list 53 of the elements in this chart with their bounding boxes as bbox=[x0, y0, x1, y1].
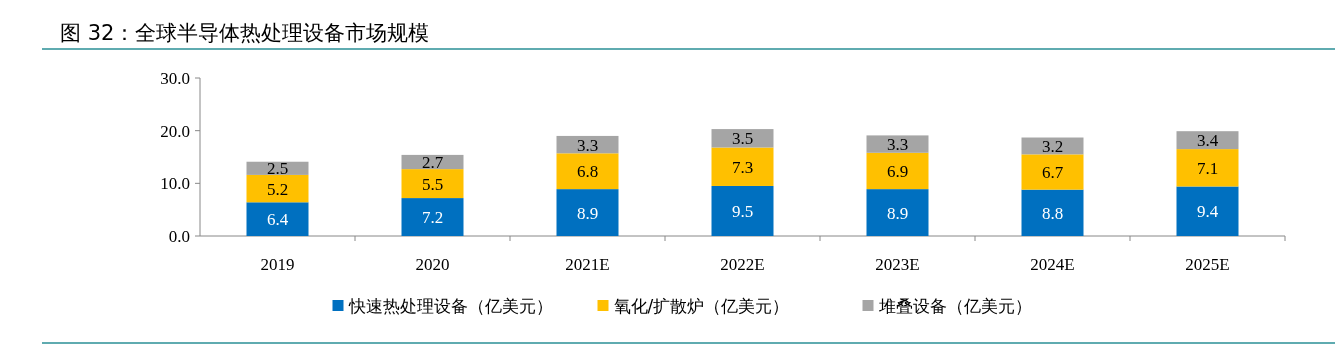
data-label: 5.2 bbox=[266, 179, 289, 199]
x-tick-label: 2023E bbox=[875, 255, 920, 274]
data-label: 7.2 bbox=[421, 208, 444, 228]
data-label: 6.8 bbox=[576, 162, 599, 182]
data-label: 9.5 bbox=[731, 201, 754, 221]
legend-label: 快速热处理设备（亿美元） bbox=[347, 296, 553, 316]
bar bbox=[556, 153, 619, 190]
y-tick-label: 20.0 bbox=[160, 121, 190, 141]
bar bbox=[866, 189, 929, 236]
data-label: 2.7 bbox=[421, 153, 444, 172]
x-tick-label: 2024E bbox=[1030, 255, 1075, 274]
data-label: 5.5 bbox=[421, 174, 444, 194]
x-tick-label: 2020 bbox=[415, 255, 450, 274]
y-tick-label: 0.0 bbox=[168, 227, 190, 246]
legend-label: 氧化/扩散炉（亿美元） bbox=[613, 296, 790, 316]
data-label: 9.4 bbox=[1196, 202, 1219, 222]
data-label: 8.8 bbox=[1041, 203, 1064, 223]
x-tick-label: 2019 bbox=[260, 255, 295, 274]
data-label: 8.9 bbox=[576, 203, 599, 223]
data-label: 7.3 bbox=[731, 157, 754, 177]
bar bbox=[246, 174, 309, 203]
chart-title: 图 32：全球半导体热处理设备市场规模 bbox=[60, 21, 430, 45]
data-label: 7.1 bbox=[1196, 158, 1219, 178]
bar bbox=[401, 169, 464, 199]
x-tick-label: 2021E bbox=[565, 255, 610, 274]
legend-label: 堆叠设备（亿美元） bbox=[877, 296, 1032, 316]
data-label: 2.5 bbox=[266, 159, 289, 179]
data-label: 6.7 bbox=[1041, 163, 1064, 183]
bar bbox=[246, 202, 309, 236]
bar bbox=[1176, 149, 1239, 187]
y-tick-label: 30.0 bbox=[160, 69, 190, 88]
bar bbox=[401, 198, 464, 236]
data-label: 3.3 bbox=[576, 135, 599, 155]
bar bbox=[1021, 189, 1084, 236]
bar bbox=[1176, 186, 1239, 236]
bar bbox=[866, 152, 929, 190]
bar bbox=[866, 135, 929, 153]
data-label: 6.9 bbox=[886, 161, 909, 181]
y-tick-label: 10.0 bbox=[160, 174, 190, 194]
bar bbox=[711, 147, 774, 186]
x-tick-label: 2022E bbox=[720, 255, 765, 274]
bar bbox=[1021, 154, 1084, 190]
data-label: 3.2 bbox=[1041, 136, 1064, 156]
data-label: 3.4 bbox=[1196, 131, 1219, 151]
bar bbox=[711, 185, 774, 236]
data-label: 8.9 bbox=[886, 203, 909, 223]
data-label: 6.4 bbox=[266, 210, 289, 230]
data-label: 3.3 bbox=[886, 135, 909, 155]
x-tick-label: 2025E bbox=[1185, 255, 1230, 274]
bar bbox=[711, 129, 774, 148]
data-label: 3.5 bbox=[731, 129, 754, 149]
bar bbox=[556, 189, 619, 236]
bar bbox=[1176, 131, 1239, 150]
